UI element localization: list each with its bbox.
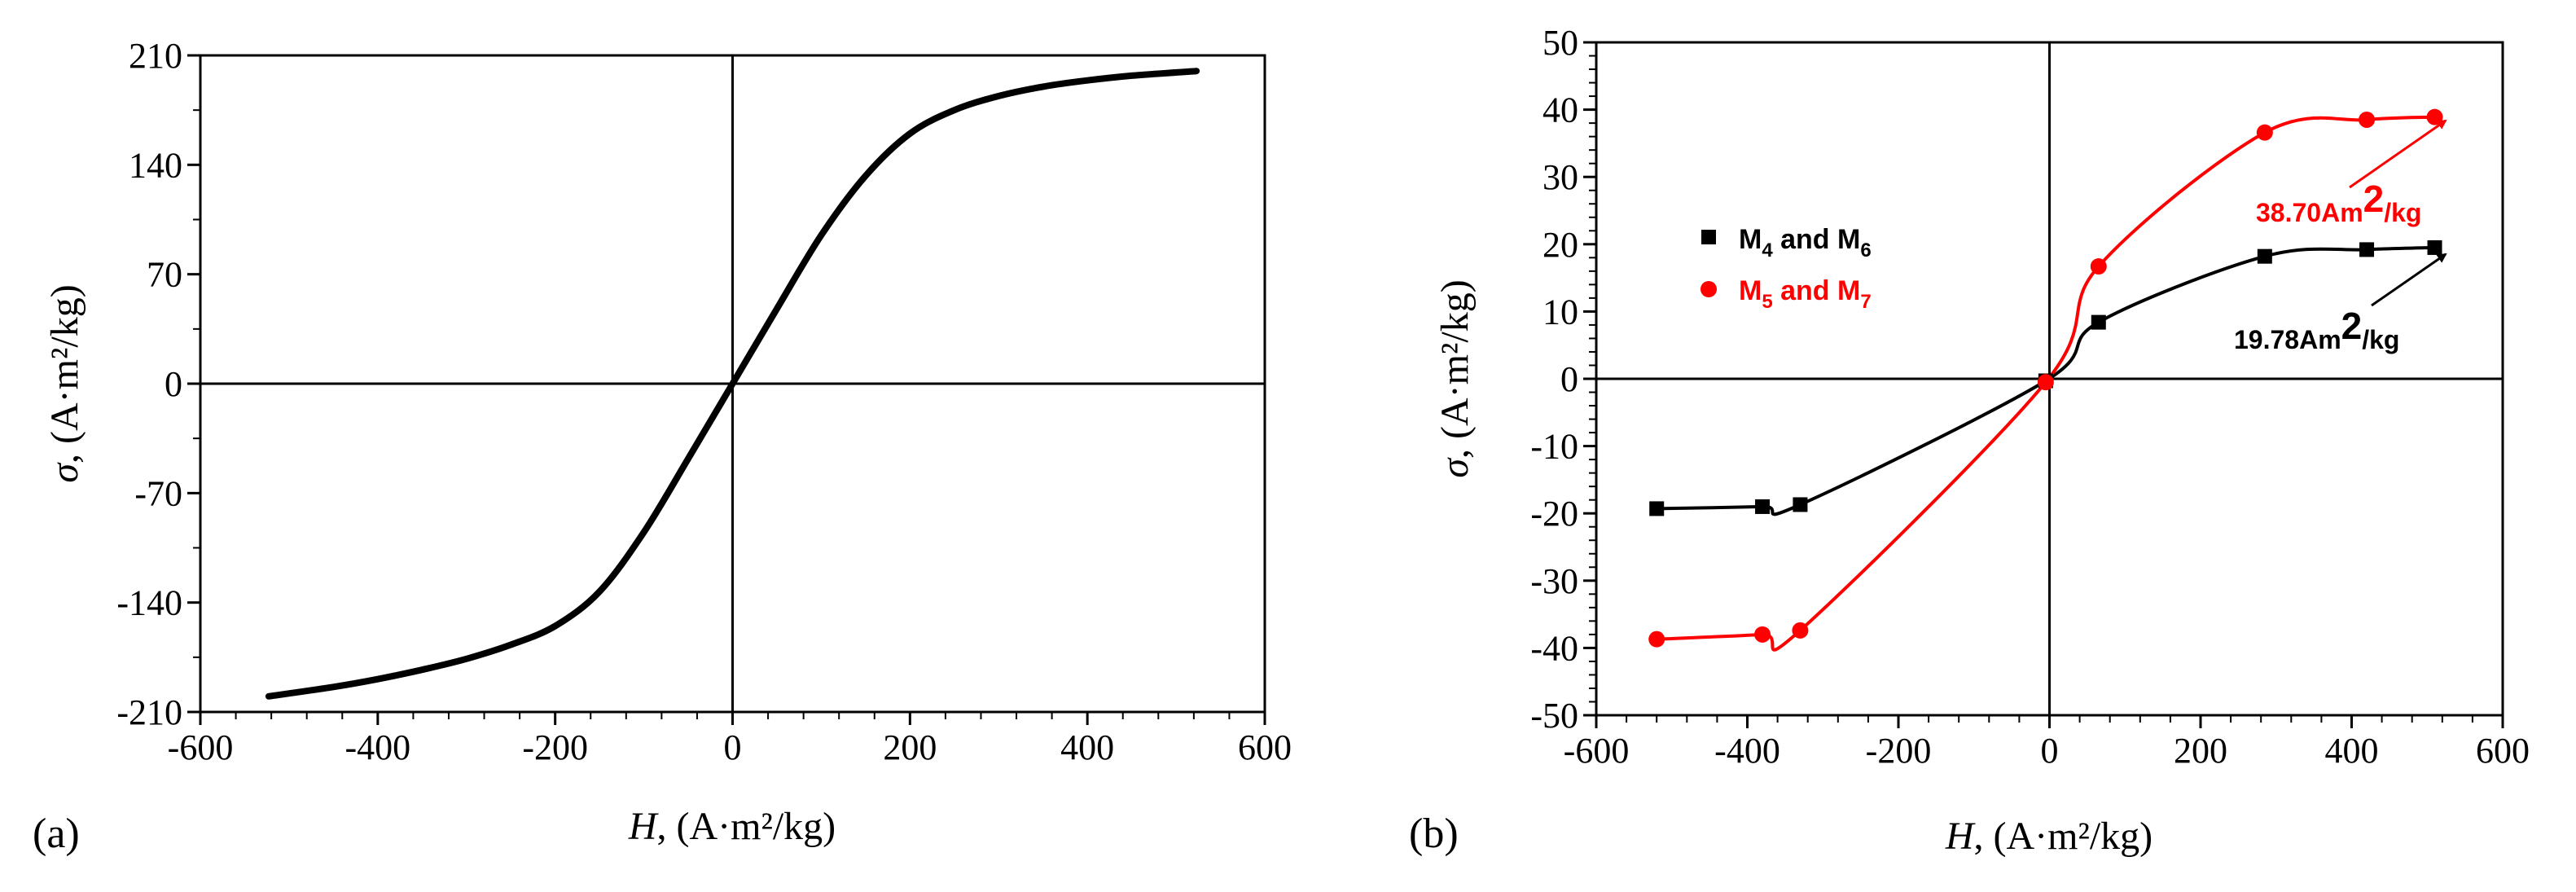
legend-label-m4-m6: M4 and M6 — [1739, 224, 1872, 261]
chart-b-data-point-circle — [2090, 258, 2107, 275]
chart-b-data-point-circle — [2037, 374, 2054, 391]
chart-b-x-tick-label: 600 — [2476, 731, 2530, 771]
chart-b-series-m4-m6-line — [1657, 245, 2435, 516]
chart-a-panel-label: (a) — [33, 811, 80, 857]
annotation-label-red: 38.70Am2/kg — [2256, 178, 2421, 227]
legend-circle-marker — [1701, 281, 1717, 297]
chart-b-x-tick-label: -400 — [1714, 731, 1780, 771]
chart-a-x-tick-label: 0 — [724, 727, 742, 767]
chart-b-y-tick-label: 50 — [1543, 23, 1578, 63]
chart-a-y-tick-label: 0 — [165, 364, 182, 404]
chart-b-data-point-square — [1649, 501, 1665, 516]
chart-a-y-tick-label: 70 — [147, 255, 182, 295]
chart-b-x-tick-label: 200 — [2174, 731, 2227, 771]
annotation-label-black: 19.78Am2/kg — [2234, 305, 2399, 354]
chart-b-data-point-square — [2427, 239, 2442, 255]
chart-b-y-tick-label: 40 — [1543, 90, 1578, 130]
chart-a-y-tick-label: -70 — [134, 473, 182, 513]
chart-a-ticks — [187, 54, 1266, 725]
chart-a-x-axis-label: H, (A·m²/kg) — [628, 805, 836, 848]
chart-b-y-tick-label: -50 — [1530, 696, 1578, 736]
chart-b-annotation-red: 38.70Am2/kg — [2256, 119, 2447, 227]
chart-b-data-point-circle — [2256, 124, 2273, 141]
chart-b-legend: M4 and M6 M5 and M7 — [1701, 224, 1872, 313]
legend-square-marker — [1701, 230, 1716, 244]
chart-b-data-point-square — [2091, 314, 2106, 330]
chart-b-series-m5-m7-line — [1657, 115, 2435, 652]
chart-a-tick-labels: -600 -400 -200 0 200 400 600 -210 -140 -… — [116, 36, 1292, 767]
chart-b-y-tick-label: 20 — [1543, 225, 1578, 265]
chart-a-y-tick-label: 210 — [129, 36, 182, 76]
chart-a-series-line — [265, 68, 1200, 700]
chart-b-annotation-black: 19.78Am2/kg — [2234, 253, 2447, 354]
annotation-arrow-red — [2349, 119, 2447, 189]
chart-b-y-axis-label: σ, (A·m²/kg) — [1433, 279, 1477, 477]
chart-b-data-point-square — [1755, 499, 1771, 514]
chart-a-y-tick-label: -140 — [116, 583, 182, 623]
chart-b-y-tick-label: -40 — [1530, 628, 1578, 668]
chart-a-y-axis-label: σ, (A·m²/kg) — [43, 284, 86, 482]
chart-a-x-tick-label: -600 — [168, 727, 234, 767]
chart-b-series-m5-m7-markers — [1648, 108, 2443, 648]
chart-b-data-point-circle — [1754, 626, 1771, 643]
chart-b-y-tick-label: 30 — [1543, 157, 1578, 197]
chart-a-x-tick-label: -200 — [522, 727, 588, 767]
chart-b-x-tick-label: 0 — [2041, 731, 2059, 771]
chart-b-data-point-circle — [2359, 111, 2376, 128]
chart-b-x-tick-label: -200 — [1866, 731, 1932, 771]
chart-b-y-tick-label: -30 — [1530, 561, 1578, 601]
chart-b-data-point-circle — [1792, 622, 1809, 639]
chart-b-data-point-square — [1793, 497, 1808, 512]
chart-b-y-tick-label: -20 — [1530, 494, 1578, 534]
legend-label-m5-m7: M5 and M7 — [1739, 275, 1872, 313]
chart-b-data-point-circle — [1648, 631, 1665, 648]
chart-a-x-tick-label: -400 — [345, 727, 411, 767]
chart-a-x-tick-label: 400 — [1060, 727, 1114, 767]
chart-b-data-point-square — [2359, 242, 2375, 257]
chart-b-x-axis-label: H, (A·m²/kg) — [1945, 815, 2153, 858]
chart-a: -600 -400 -200 0 200 400 600 -210 -140 -… — [33, 36, 1292, 857]
chart-a-y-tick-label: 140 — [129, 145, 182, 185]
chart-b-y-tick-label: -10 — [1530, 427, 1578, 467]
chart-b-y-tick-label: 0 — [1560, 359, 1578, 399]
chart-a-x-tick-label: 200 — [883, 727, 937, 767]
chart-b-data-point-square — [2257, 248, 2272, 264]
chart-b-y-tick-label: 10 — [1543, 292, 1578, 332]
chart-a-x-tick-label: 600 — [1238, 727, 1292, 767]
chart-b-tick-labels: -600 -400 -200 0 200 400 600 -50 -40 -30… — [1530, 23, 2530, 771]
chart-b-x-tick-label: 400 — [2325, 731, 2379, 771]
chart-a-y-tick-label: -210 — [116, 692, 182, 732]
chart-b-panel-label: (b) — [1409, 811, 1459, 857]
chart-b: -600 -400 -200 0 200 400 600 -50 -40 -30… — [1409, 23, 2530, 858]
annotation-arrow-black — [2371, 253, 2447, 307]
chart-b-ticks — [1583, 41, 2504, 728]
chart-b-x-tick-label: -600 — [1564, 731, 1630, 771]
